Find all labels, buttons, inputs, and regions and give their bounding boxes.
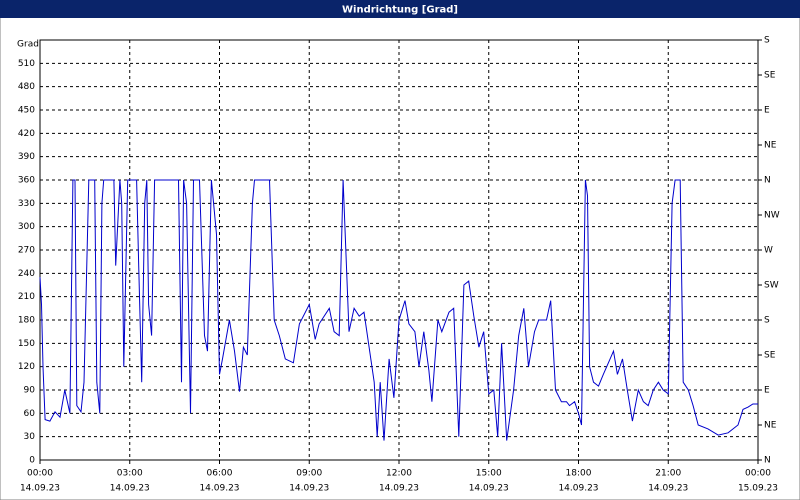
y2-tick-label: SE: [764, 71, 776, 81]
x-tick-date: 14.09.23: [469, 484, 509, 494]
x-tick-label: 09:00: [296, 469, 322, 479]
y-tick-label: 120: [18, 362, 35, 372]
y2-tick-label: S: [764, 316, 770, 326]
y2-tick-label: E: [764, 386, 770, 396]
y-tick-label: 480: [18, 82, 35, 92]
x-tick-date: 14.09.23: [289, 484, 329, 494]
x-tick-label: 00:00: [745, 469, 771, 479]
title-bar: [0, 0, 800, 18]
x-tick-date: 14.09.23: [110, 484, 150, 494]
y-tick-label: 420: [18, 129, 35, 139]
y-tick-label: 270: [18, 246, 35, 256]
y2-tick-label: N: [764, 176, 771, 186]
y-tick-label: 90: [24, 386, 36, 396]
x-tick-label: 15:00: [476, 469, 502, 479]
x-tick-date: 14.09.23: [20, 484, 60, 494]
y-tick-label: 60: [24, 409, 36, 419]
x-tick-date: 15.09.23: [738, 484, 778, 494]
y2-tick-label: SE: [764, 351, 776, 361]
y-tick-label: 180: [18, 316, 35, 326]
x-tick-date: 14.09.23: [648, 484, 688, 494]
y-tick-label: 210: [18, 292, 35, 302]
y2-tick-label: NW: [764, 211, 780, 221]
y2-tick-label: NE: [764, 141, 777, 151]
x-tick-label: 00:00: [27, 469, 53, 479]
data-line: [39, 179, 758, 441]
y-tick-label: 240: [18, 269, 35, 279]
y-tick-label: 360: [18, 176, 35, 186]
chart-title: Windrichtung [Grad]: [342, 5, 458, 16]
y2-tick-label: N: [764, 456, 771, 466]
y-tick-label: 450: [18, 106, 35, 116]
y-tick-label: 150: [18, 339, 35, 349]
y-tick-label: 0: [29, 456, 35, 466]
y-axis-label: Grad: [17, 40, 39, 50]
x-tick-label: 03:00: [117, 469, 143, 479]
x-tick-label: 21:00: [655, 469, 681, 479]
x-tick-date: 14.09.23: [379, 484, 419, 494]
y-tick-label: 390: [18, 152, 35, 162]
y2-tick-label: SW: [764, 281, 779, 291]
x-tick-date: 14.09.23: [558, 484, 598, 494]
x-tick-label: 18:00: [566, 469, 592, 479]
x-tick-label: 12:00: [386, 469, 412, 479]
y-tick-label: 300: [18, 222, 35, 232]
x-tick-date: 14.09.23: [199, 484, 239, 494]
y-tick-label: 30: [24, 432, 36, 442]
y-tick-label: 330: [18, 199, 35, 209]
y2-tick-label: E: [764, 106, 770, 116]
x-tick-label: 06:00: [207, 469, 233, 479]
y2-tick-label: S: [764, 36, 770, 46]
y2-tick-label: W: [764, 246, 773, 256]
y-tick-label: 510: [18, 59, 35, 69]
y2-tick-label: NE: [764, 421, 777, 431]
